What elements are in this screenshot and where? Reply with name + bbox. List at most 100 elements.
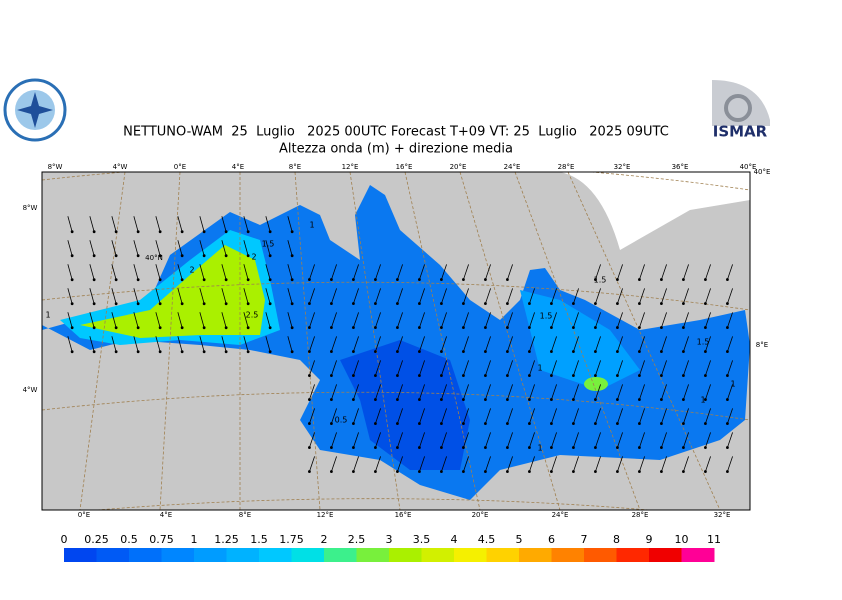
arrow-head (682, 398, 685, 401)
arrow-head (550, 326, 553, 329)
direction-arrow (507, 336, 513, 352)
direction-arrow (683, 432, 689, 448)
direction-arrow (661, 384, 667, 400)
colorbar-swatch (161, 548, 195, 562)
direction-arrow (89, 216, 95, 232)
arrow-head (70, 230, 74, 234)
direction-arrow (661, 264, 667, 280)
colorbar-swatch (96, 548, 130, 562)
arrow-head (484, 302, 487, 305)
arrow-head (158, 230, 162, 234)
arrow-head (268, 302, 272, 306)
arrow-head (202, 230, 206, 234)
direction-arrow (331, 288, 337, 304)
arrow-head (136, 326, 140, 330)
arrow-head (704, 398, 707, 401)
direction-arrow (573, 336, 579, 352)
arrow-head (506, 278, 509, 281)
arrow-head (70, 302, 74, 306)
direction-arrow (683, 312, 689, 328)
direction-arrow (155, 216, 161, 232)
arrow-head (374, 446, 377, 449)
arrow-head (704, 302, 707, 305)
arrow-head (594, 446, 597, 449)
arrow-head (462, 326, 465, 329)
arrow-head (114, 326, 118, 330)
direction-arrow (463, 360, 469, 376)
arrow-head (528, 470, 531, 473)
arrow-head (528, 398, 531, 401)
direction-arrow (485, 288, 491, 304)
arrow-head (268, 278, 272, 282)
direction-arrow (727, 408, 733, 424)
arrow-head (572, 374, 575, 377)
arrow-head (616, 350, 619, 353)
arrow-head (616, 470, 619, 473)
arrow-head (484, 398, 487, 401)
arrow-head (418, 278, 421, 281)
right-label: 8°E (756, 341, 768, 349)
arrow-head (374, 470, 377, 473)
arrow-head (352, 398, 355, 401)
colorbar-label: 2 (321, 533, 328, 546)
direction-arrow (265, 264, 271, 280)
direction-arrow (419, 360, 425, 376)
arrow-head (290, 302, 294, 306)
colorbar-label: 0 (61, 533, 68, 546)
direction-arrow (67, 336, 73, 352)
arrow-head (726, 470, 729, 473)
direction-arrow (507, 264, 513, 280)
arrow-head (462, 374, 465, 377)
arrow-head (246, 278, 250, 282)
arrow-head (330, 350, 333, 353)
direction-arrow (485, 384, 491, 400)
top-label: 40°E (740, 163, 757, 171)
direction-arrow (507, 432, 513, 448)
right-label: 40°E (754, 168, 771, 176)
direction-arrow (243, 312, 249, 328)
direction-arrow (639, 312, 645, 328)
arrow-head (660, 470, 663, 473)
direction-arrow (639, 408, 645, 424)
arrow-head (396, 350, 399, 353)
direction-arrow (551, 312, 557, 328)
arrow-head (682, 374, 685, 377)
arrow-head (246, 254, 250, 258)
direction-arrow (529, 312, 535, 328)
direction-arrow (441, 456, 447, 472)
direction-arrow (595, 312, 601, 328)
arrow-head (660, 422, 663, 425)
arrow-head (528, 326, 531, 329)
bottom-label: 28°E (632, 511, 649, 519)
sea-high-east (584, 377, 608, 391)
direction-arrow (463, 336, 469, 352)
left-label: 8°W (23, 204, 38, 212)
direction-arrow (177, 288, 183, 304)
direction-arrow (705, 336, 711, 352)
direction-arrow (485, 360, 491, 376)
direction-arrow (595, 360, 601, 376)
direction-arrow (309, 384, 315, 400)
colorbar-label: 3 (386, 533, 393, 546)
direction-arrow (309, 408, 315, 424)
direction-arrow (397, 336, 403, 352)
arrow-head (418, 374, 421, 377)
direction-arrow (727, 360, 733, 376)
logo-text: ISMAR (713, 123, 768, 141)
map-frame (41, 171, 751, 511)
colorbar-label: 3.5 (413, 533, 431, 546)
direction-arrow (441, 288, 447, 304)
arrow-head (418, 422, 421, 425)
arrow-head (92, 278, 96, 282)
arrow-head (70, 278, 74, 282)
arrow-head (638, 446, 641, 449)
colorbar-label: 7 (581, 533, 588, 546)
direction-arrow (177, 312, 183, 328)
arrow-head (462, 278, 465, 281)
direction-arrow (221, 336, 227, 352)
arrow-head (290, 230, 294, 234)
arrow-head (268, 326, 272, 330)
arrow-head (572, 470, 575, 473)
arrow-head (136, 254, 140, 258)
direction-arrow (111, 216, 117, 232)
